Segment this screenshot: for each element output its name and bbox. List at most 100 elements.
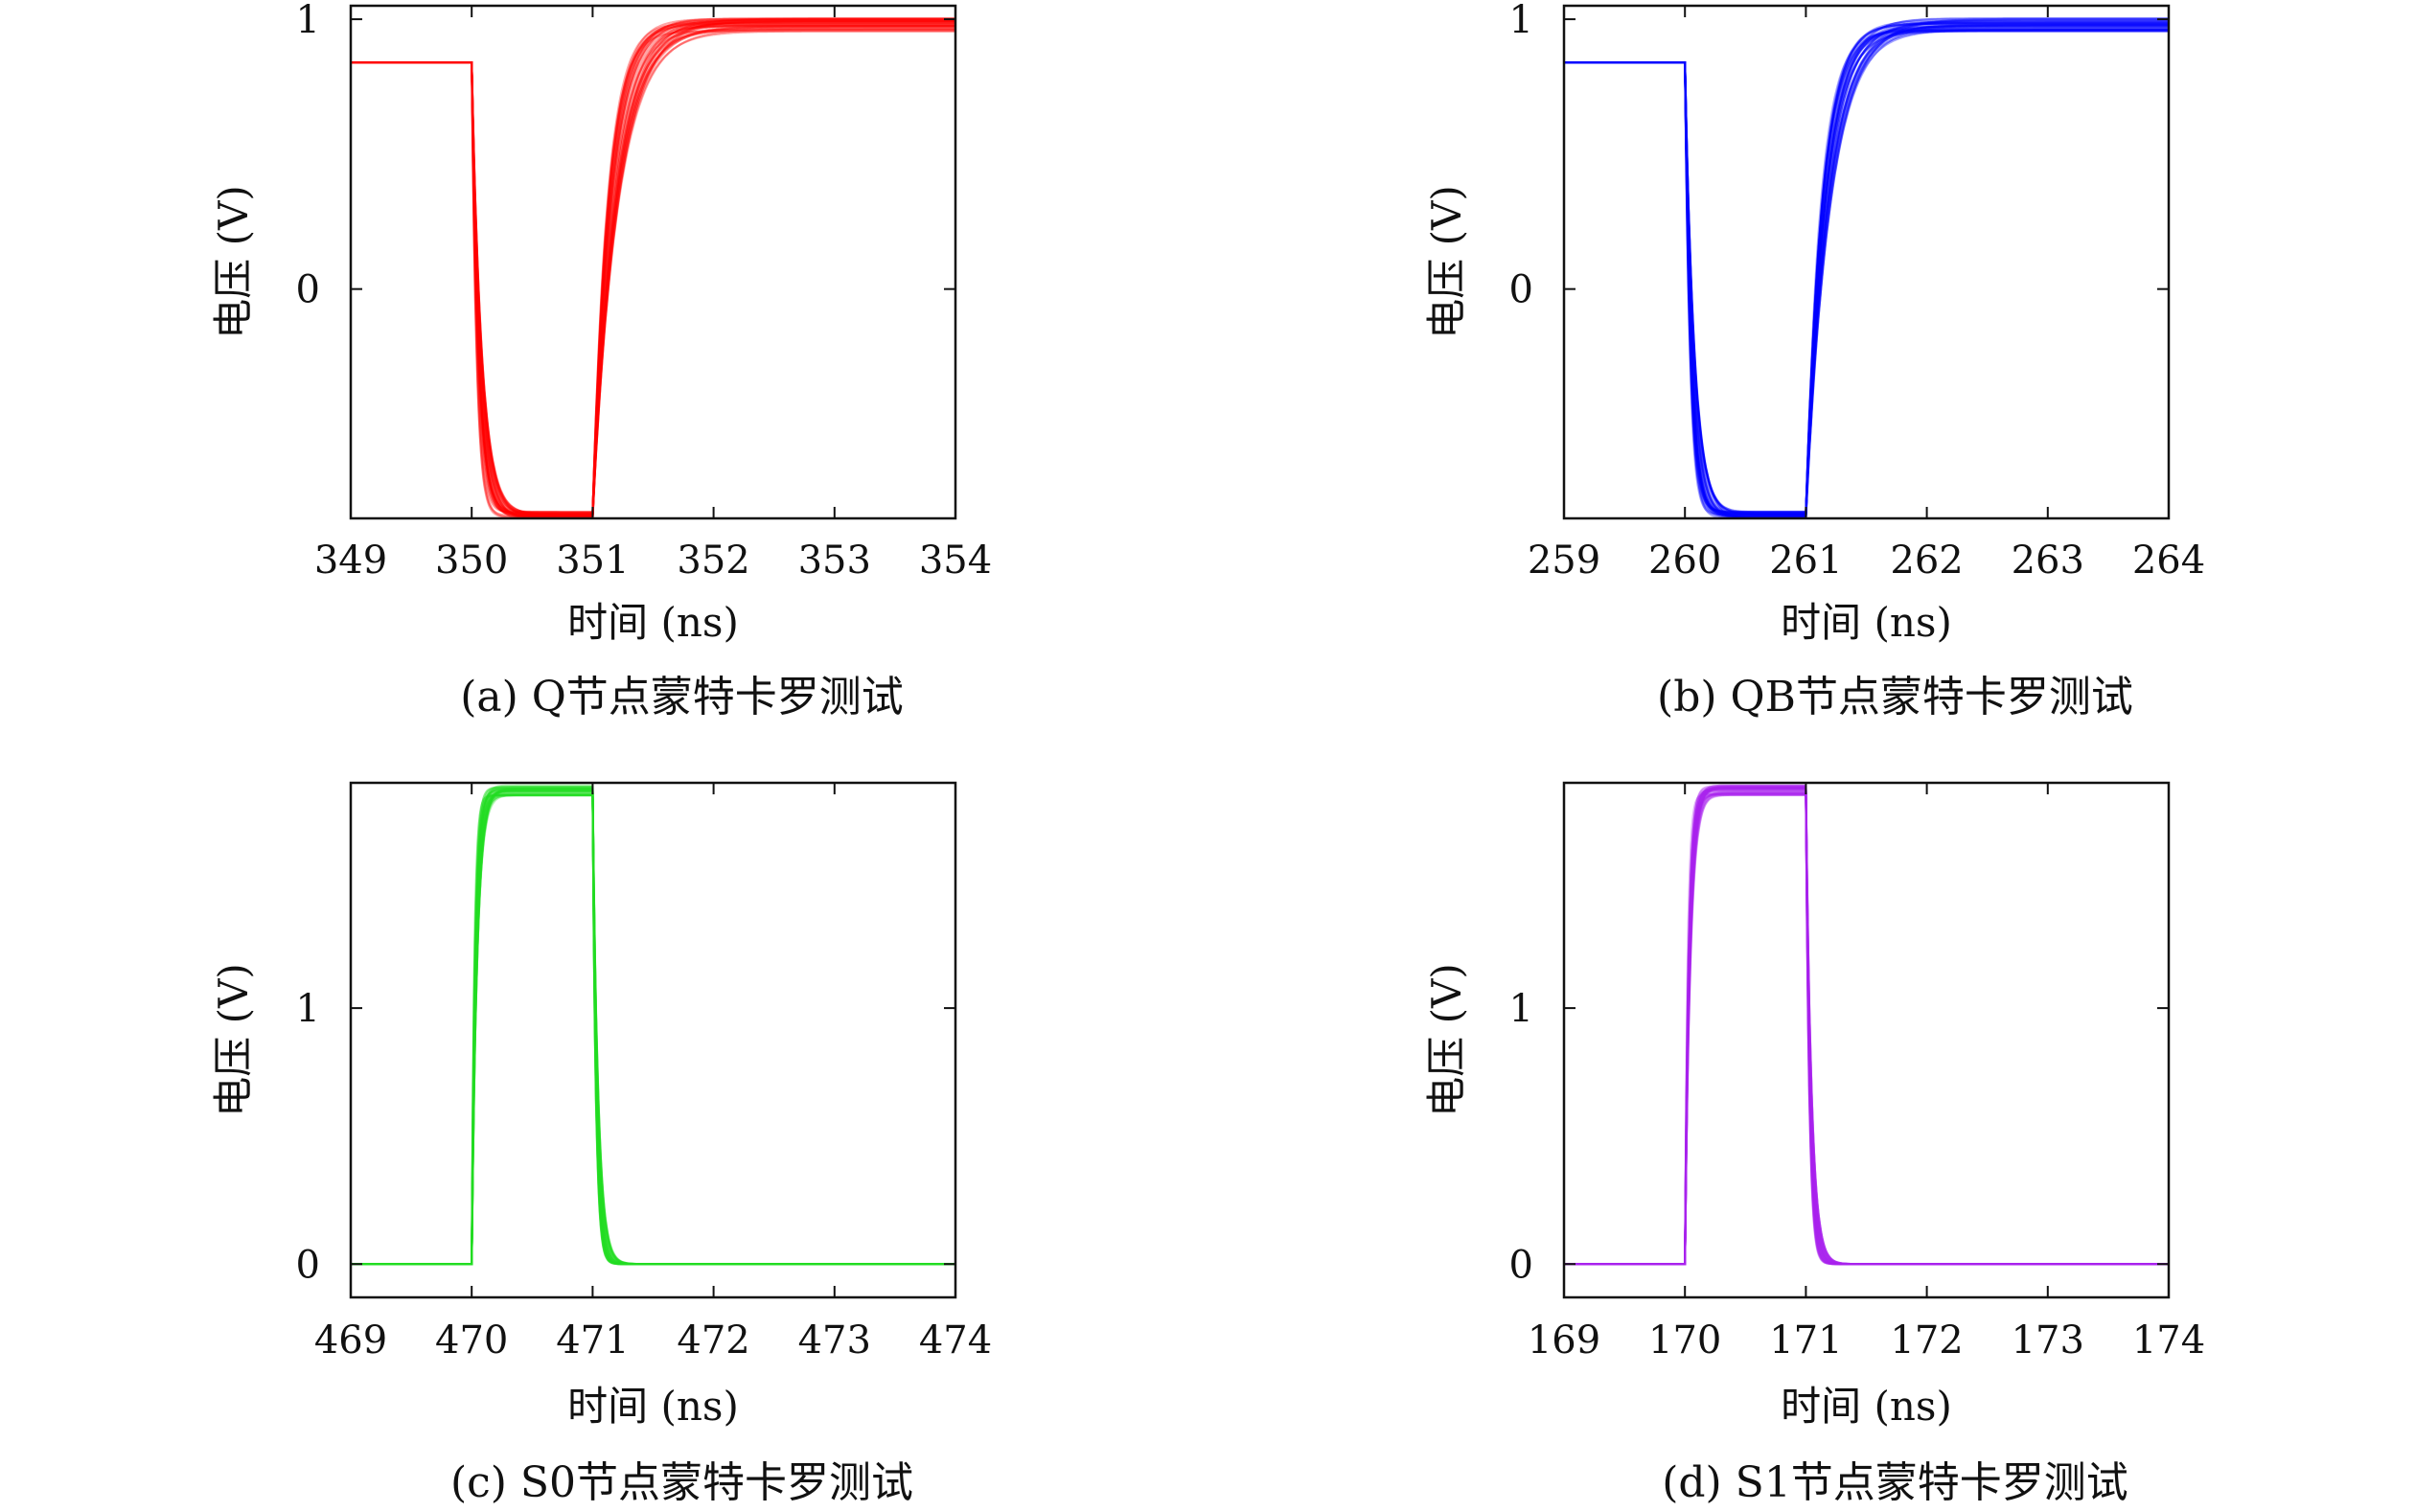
- monte-carlo-trace: [1564, 786, 2169, 1266]
- x-tick-label: 473: [798, 1318, 871, 1363]
- monte-carlo-trace: [1564, 28, 2169, 516]
- series-traces: [351, 17, 955, 518]
- monte-carlo-trace: [351, 786, 955, 1266]
- monte-carlo-trace: [351, 23, 955, 517]
- monte-carlo-trace: [1564, 18, 2169, 515]
- monte-carlo-trace: [1564, 784, 2169, 1266]
- monte-carlo-trace: [1564, 789, 2169, 1266]
- monte-carlo-trace: [1564, 20, 2169, 514]
- monte-carlo-trace: [1564, 25, 2169, 515]
- x-tick-label: 174: [2132, 1318, 2205, 1363]
- monte-carlo-trace: [1564, 786, 2169, 1266]
- monte-carlo-trace: [1564, 22, 2169, 518]
- x-tick-label: 471: [556, 1318, 629, 1363]
- monte-carlo-trace: [1564, 28, 2169, 518]
- monte-carlo-trace: [1564, 787, 2169, 1266]
- monte-carlo-trace: [1564, 792, 2169, 1266]
- monte-carlo-trace: [351, 793, 955, 1266]
- chart-panel: 169 170 171 172 173 174 0 1 电压 (V) 时间 (ns) (d) S1节…: [1423, 781, 2205, 1507]
- monte-carlo-trace: [351, 25, 955, 515]
- monte-carlo-trace: [1564, 22, 2169, 515]
- monte-carlo-trace: [1564, 784, 2169, 1266]
- monte-carlo-trace: [351, 790, 955, 1266]
- y-tick-label: 0: [296, 1243, 320, 1287]
- monte-carlo-trace: [1564, 787, 2169, 1266]
- monte-carlo-trace: [1564, 29, 2169, 518]
- x-tick-label: 173: [2012, 1318, 2084, 1363]
- monte-carlo-trace: [351, 793, 955, 1266]
- monte-carlo-trace: [351, 793, 955, 1266]
- series-traces: [351, 784, 955, 1266]
- monte-carlo-trace: [1564, 788, 2169, 1266]
- y-axis-label: 电压 (V): [1423, 185, 1470, 338]
- y-tick-label: 1: [1509, 0, 1533, 42]
- monte-carlo-trace: [351, 790, 955, 1266]
- monte-carlo-trace: [1564, 787, 2169, 1266]
- monte-carlo-trace: [1564, 792, 2169, 1266]
- monte-carlo-trace: [351, 787, 955, 1266]
- monte-carlo-trace: [1564, 24, 2169, 514]
- monte-carlo-trace: [351, 17, 955, 518]
- monte-carlo-trace: [1564, 790, 2169, 1266]
- y-tick-label: 0: [1509, 1243, 1533, 1287]
- monte-carlo-trace: [351, 17, 955, 517]
- x-tick-label: 263: [2012, 538, 2084, 583]
- monte-carlo-trace: [351, 790, 955, 1266]
- monte-carlo-trace: [351, 29, 955, 515]
- monte-carlo-trace: [351, 786, 955, 1266]
- monte-carlo-trace: [1564, 23, 2169, 516]
- monte-carlo-trace: [351, 24, 955, 515]
- monte-carlo-trace: [1564, 24, 2169, 517]
- monte-carlo-trace: [1564, 29, 2169, 514]
- monte-carlo-trace: [1564, 24, 2169, 517]
- monte-carlo-trace: [351, 25, 955, 515]
- plot-frame: [1562, 781, 2171, 1299]
- monte-carlo-trace: [1564, 28, 2169, 515]
- monte-carlo-trace: [1564, 793, 2169, 1266]
- monte-carlo-trace: [1564, 29, 2169, 518]
- monte-carlo-trace: [351, 792, 955, 1266]
- monte-carlo-trace: [351, 789, 955, 1266]
- monte-carlo-trace: [351, 786, 955, 1266]
- monte-carlo-trace: [351, 787, 955, 1266]
- monte-carlo-trace: [351, 790, 955, 1266]
- monte-carlo-trace: [1564, 23, 2169, 518]
- monte-carlo-trace: [1564, 29, 2169, 515]
- monte-carlo-trace: [351, 792, 955, 1266]
- monte-carlo-trace: [351, 786, 955, 1266]
- monte-carlo-trace: [351, 26, 955, 518]
- x-tick-label: 261: [1769, 538, 1842, 583]
- monte-carlo-trace: [1564, 792, 2169, 1266]
- subfigure-caption: (c) S0节点蒙特卡罗测试: [450, 1458, 913, 1507]
- monte-carlo-trace: [351, 25, 955, 514]
- monte-carlo-trace: [351, 790, 955, 1266]
- x-axis-label: 时间 (ns): [567, 599, 739, 646]
- x-tick-label: 472: [677, 1318, 749, 1363]
- x-tick-label: 351: [556, 538, 629, 583]
- monte-carlo-trace: [1564, 27, 2169, 515]
- monte-carlo-trace: [1564, 785, 2169, 1266]
- x-tick-label: 264: [2132, 538, 2205, 583]
- x-axis-label: 时间 (ns): [567, 1383, 739, 1430]
- monte-carlo-trace: [1564, 790, 2169, 1266]
- monte-carlo-trace: [351, 25, 955, 515]
- monte-carlo-trace: [1564, 788, 2169, 1266]
- monte-carlo-trace: [1564, 788, 2169, 1266]
- monte-carlo-trace: [351, 793, 955, 1266]
- monte-carlo-trace: [1564, 17, 2169, 518]
- x-tick-label: 354: [919, 538, 992, 583]
- monte-carlo-trace: [351, 22, 955, 517]
- monte-carlo-trace: [351, 28, 955, 515]
- chart-panel: 259 260 261 262 263 264 0 1 电压 (V) 时间 (ns) (b) QB节…: [1423, 0, 2205, 722]
- monte-carlo-trace: [1564, 29, 2169, 518]
- monte-carlo-trace: [1564, 785, 2169, 1266]
- monte-carlo-trace: [351, 18, 955, 517]
- chart-panel: 469 470 471 472 473 474 0 1 电压 (V) 时间 (ns) (c) S0节…: [210, 781, 992, 1507]
- x-tick-label: 352: [677, 538, 749, 583]
- monte-carlo-trace: [1564, 787, 2169, 1266]
- monte-carlo-trace: [351, 19, 955, 514]
- monte-carlo-trace: [351, 20, 955, 518]
- monte-carlo-trace: [351, 21, 955, 516]
- monte-carlo-trace: [1564, 786, 2169, 1266]
